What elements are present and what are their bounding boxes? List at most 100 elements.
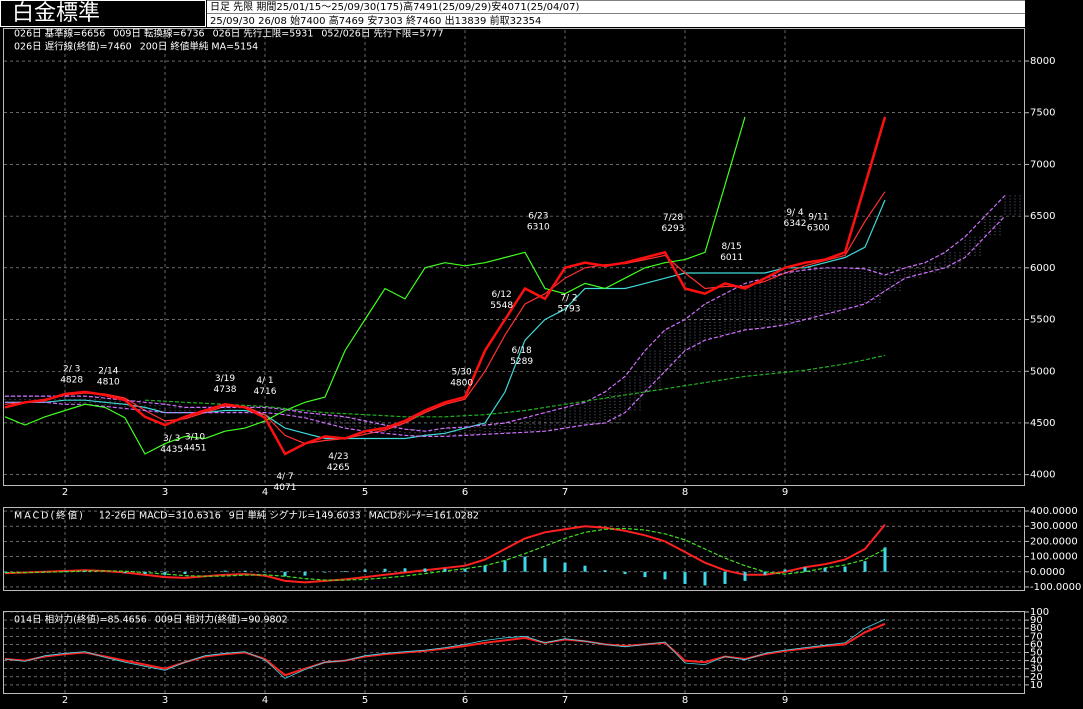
annotation-price: 4071 — [274, 483, 297, 493]
x-tick-label: 8 — [682, 487, 688, 498]
bar — [863, 561, 867, 572]
bar — [883, 547, 887, 572]
panel-title: MACD(終値) — [14, 510, 85, 522]
annotation-date: 3/10 — [185, 433, 205, 443]
series-line — [144, 354, 886, 418]
bar — [603, 570, 607, 572]
bar — [523, 556, 527, 572]
y-tick-label: 6500 — [1030, 211, 1055, 222]
annotation-date: 6/23 — [528, 211, 548, 221]
series-line — [4, 618, 886, 679]
legend-entry: MACDｵｼﾚｰﾀｰ=161.0282 — [369, 511, 479, 522]
x-tick-label: 7 — [562, 695, 568, 706]
header-line: 日足 先限 期間25/01/15～25/09/30(175)高7491(25/0… — [210, 0, 579, 13]
panel-frame — [3, 611, 1025, 694]
series-line — [5, 527, 886, 581]
bar — [803, 567, 807, 572]
bar — [543, 558, 547, 572]
annotation-date: 2/14 — [98, 366, 118, 376]
annotation-price: 4800 — [450, 378, 473, 388]
header-row — [207, 0, 1025, 14]
series-line — [5, 215, 1006, 437]
annotation-price: 6293 — [662, 224, 685, 234]
annotation-price: 6011 — [720, 253, 743, 263]
x-tick-label: 4 — [262, 487, 268, 498]
series-line — [4, 523, 886, 584]
bar — [123, 571, 127, 574]
bar — [663, 571, 667, 580]
title-box — [0, 0, 206, 27]
bar — [503, 560, 507, 572]
bar — [683, 571, 687, 584]
bar — [563, 562, 567, 572]
bar — [303, 571, 307, 576]
bar — [643, 571, 647, 578]
annotation-price: 4716 — [254, 387, 277, 397]
annotation-date: 2/ 3 — [63, 365, 80, 375]
legend-entry: 009日 転換線=6736 — [113, 28, 204, 40]
annotation-price: 4451 — [184, 444, 207, 454]
x-tick-label: 4 — [262, 695, 268, 706]
x-tick-label: 5 — [362, 695, 368, 706]
annotation-date: 9/11 — [808, 212, 828, 222]
x-tick-label: 6 — [462, 487, 468, 498]
annotation-date: 6/12 — [492, 290, 512, 300]
bar — [183, 571, 187, 575]
y-tick-label: 5000 — [1030, 366, 1055, 377]
y-tick-label: 7500 — [1030, 108, 1055, 119]
series-line — [4, 116, 887, 456]
annotation-price: 4738 — [214, 385, 237, 395]
annotation-price: 4435 — [160, 445, 183, 455]
annotation-price: 6342 — [784, 219, 807, 229]
annotation-date: 7/ 2 — [560, 294, 577, 304]
annotation-price: 4265 — [327, 463, 350, 473]
series-line — [4, 191, 886, 445]
header-row — [207, 14, 1025, 27]
y-tick-label: 100 — [1030, 607, 1049, 618]
legend-entry: 026日 遅行線(終値)=7460 — [14, 41, 132, 53]
legend-entry: 026日 基準線=6656 — [14, 28, 105, 40]
y-tick-label: 5500 — [1030, 315, 1055, 326]
y-tick-label: 50 — [1030, 648, 1043, 659]
bar — [703, 571, 707, 586]
y-tick-label: -100.0000 — [1030, 582, 1081, 593]
annotation-date: 7/28 — [663, 213, 683, 223]
annotation-price: 6310 — [527, 222, 550, 232]
bar — [403, 568, 407, 572]
y-tick-label: 30 — [1030, 664, 1043, 675]
annotation-price: 6300 — [807, 223, 830, 233]
x-tick-label: 9 — [782, 695, 788, 706]
bar — [143, 571, 147, 575]
header-line: 25/09/30 26/08 始7400 高7469 安7303 終7460 出… — [210, 14, 541, 27]
series-line — [5, 195, 1006, 432]
bar — [263, 571, 267, 573]
bar — [483, 565, 487, 572]
panel-frame — [3, 507, 1025, 591]
x-tick-label: 7 — [562, 487, 568, 498]
annotation-date: 4/ 7 — [276, 472, 293, 482]
legend-entry: 052/026日 先行下限=5777 — [321, 28, 443, 40]
annotation-date: 4/23 — [328, 452, 348, 462]
bar — [363, 569, 367, 572]
y-tick-label: 8000 — [1030, 56, 1055, 67]
legend-entry: 014日 相対力(終値)=85.4656 — [14, 614, 147, 626]
bar — [163, 571, 167, 575]
annotation-date: 3/19 — [215, 374, 235, 384]
y-tick-label: 60 — [1030, 639, 1043, 650]
bar — [623, 571, 627, 575]
bar — [383, 568, 387, 572]
y-tick-label: 100.0000 — [1030, 552, 1078, 563]
annotation-date: 3/ 3 — [163, 434, 180, 444]
legend-entry: 12-26日 MACD=310.6316 — [99, 511, 221, 522]
y-tick-label: 200.0000 — [1030, 536, 1078, 547]
y-tick-label: 4000 — [1030, 470, 1055, 481]
series-line — [5, 199, 886, 440]
bar — [223, 570, 227, 572]
bar — [63, 571, 67, 572]
bar — [423, 568, 427, 572]
y-tick-label: 70 — [1030, 631, 1043, 642]
series-line — [4, 116, 746, 455]
y-tick-label: 7000 — [1030, 159, 1055, 170]
y-tick-label: 80 — [1030, 623, 1043, 634]
